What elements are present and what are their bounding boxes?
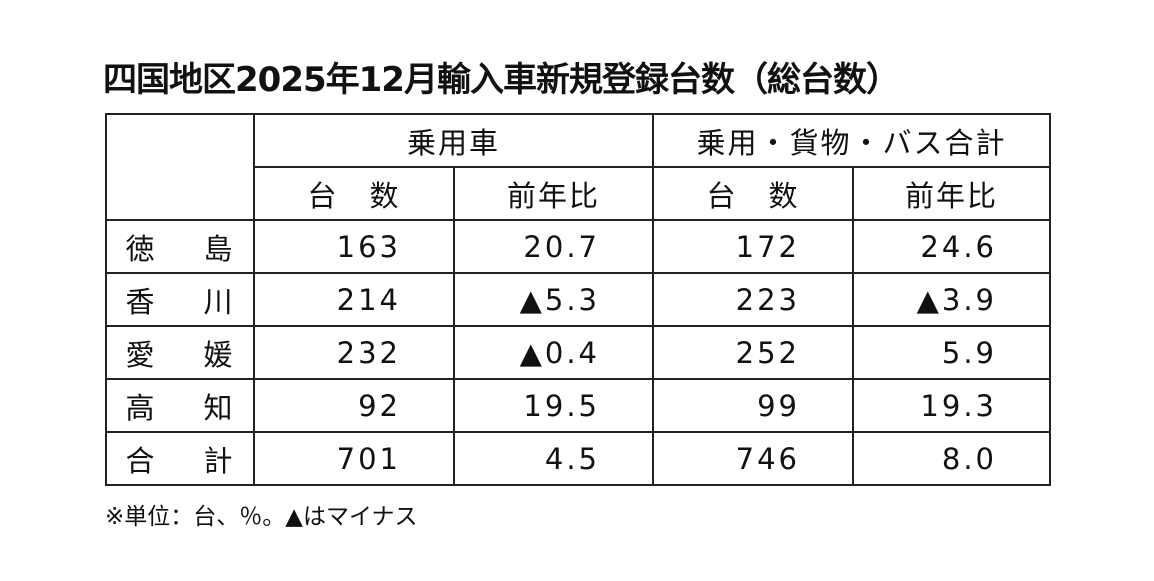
cell: 746 bbox=[652, 431, 854, 486]
group-header: 乗用車 bbox=[253, 113, 654, 168]
row-label: 合 計 bbox=[105, 431, 255, 486]
cell: 19.5 bbox=[453, 378, 654, 433]
table-row: 高 知 92 19.5 99 19.3 bbox=[105, 378, 1051, 433]
cell: 252 bbox=[652, 325, 854, 380]
table-row: 香 川 214 ▲5.3 223 ▲3.9 bbox=[105, 272, 1051, 327]
row-label: 徳 島 bbox=[105, 219, 255, 274]
cell: 19.3 bbox=[852, 378, 1051, 433]
sub-header: 台 数 bbox=[652, 166, 854, 221]
title: 四国地区2025年12月輸入車新規登録台数（総台数） bbox=[103, 60, 900, 100]
cell: 214 bbox=[253, 272, 455, 327]
row-label: 愛 媛 bbox=[105, 325, 255, 380]
footnote: ※単位：台、％。▲はマイナス bbox=[105, 504, 418, 530]
cell: 99 bbox=[652, 378, 854, 433]
corner-cell bbox=[105, 113, 255, 221]
cell: ▲5.3 bbox=[453, 272, 654, 327]
row-label: 高 知 bbox=[105, 378, 255, 433]
table-row: 徳 島 163 20.7 172 24.6 bbox=[105, 219, 1051, 274]
table: 乗用車 乗用・貨物・バス合計 台 数 前年比 台 数 前年比 徳 島 163 20.… bbox=[105, 113, 1051, 486]
cell: 20.7 bbox=[453, 219, 654, 274]
cell: 8.0 bbox=[852, 431, 1051, 486]
table-row: 合 計 701 4.5 746 8.0 bbox=[105, 431, 1051, 486]
cell: 4.5 bbox=[453, 431, 654, 486]
cell: ▲3.9 bbox=[852, 272, 1051, 327]
sub-header: 前年比 bbox=[852, 166, 1051, 221]
cell: 223 bbox=[652, 272, 854, 327]
table-row: 愛 媛 232 ▲0.4 252 5.9 bbox=[105, 325, 1051, 380]
cell: 92 bbox=[253, 378, 455, 433]
cell: 701 bbox=[253, 431, 455, 486]
cell: 24.6 bbox=[852, 219, 1051, 274]
cell: ▲0.4 bbox=[453, 325, 654, 380]
row-label: 香 川 bbox=[105, 272, 255, 327]
cell: 172 bbox=[652, 219, 854, 274]
cell: 5.9 bbox=[852, 325, 1051, 380]
cell: 232 bbox=[253, 325, 455, 380]
sub-header: 前年比 bbox=[453, 166, 654, 221]
sub-header: 台 数 bbox=[253, 166, 455, 221]
group-header: 乗用・貨物・バス合計 bbox=[652, 113, 1051, 168]
cell: 163 bbox=[253, 219, 455, 274]
